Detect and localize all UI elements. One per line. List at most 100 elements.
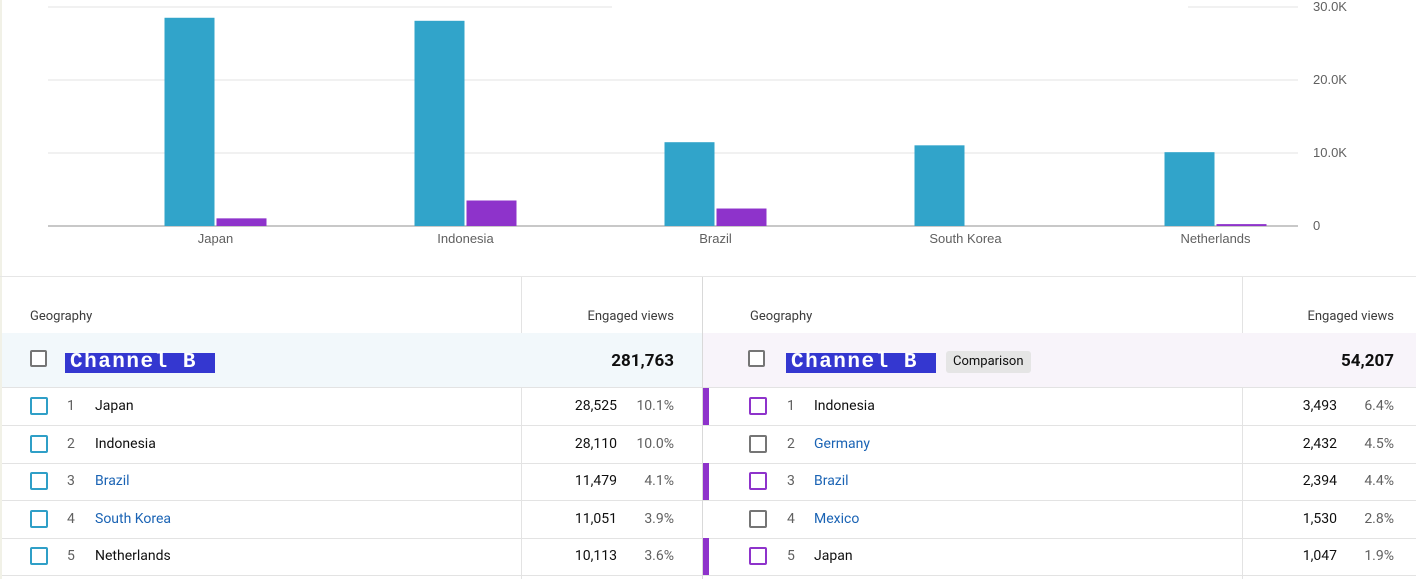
row-rank: 1 <box>67 398 75 414</box>
channel-name: Channel B <box>786 352 936 373</box>
comparison-badge: Comparison <box>946 351 1031 373</box>
table-row[interactable]: 4 South Korea 11,051 3.9% <box>2 501 702 539</box>
row-engaged-views: 1,530 <box>1302 510 1337 527</box>
row-percentage: 4.5% <box>1364 435 1394 452</box>
row-engaged-views: 2,394 <box>1302 473 1337 489</box>
row-checkbox[interactable] <box>749 434 767 453</box>
table-row[interactable]: 5 Japan 1,047 1.9% <box>703 538 1416 576</box>
row-engaged-views: 28,110 <box>574 435 617 452</box>
engaged-views-column-header[interactable]: Engaged views <box>587 309 674 324</box>
bar-primary <box>414 20 465 227</box>
row-percentage: 10.0% <box>636 435 674 452</box>
column-separator <box>1242 277 1243 579</box>
row-percentage: 10.1% <box>636 398 674 414</box>
series-color-marker <box>703 538 709 575</box>
row-engaged-views: 11,479 <box>574 473 617 489</box>
row-geography[interactable]: Brazil <box>95 473 130 489</box>
row-rank: 3 <box>787 473 795 489</box>
table-row[interactable]: 1 Indonesia 3,493 6.4% <box>703 388 1416 426</box>
column-separator <box>521 277 522 579</box>
row-percentage: 4.1% <box>644 473 674 489</box>
geography-column-header[interactable]: Geography <box>30 309 93 324</box>
row-engaged-views: 3,493 <box>1302 398 1337 414</box>
table-row[interactable]: 2 Germany 2,432 4.5% <box>703 426 1416 464</box>
row-checkbox[interactable] <box>749 509 767 528</box>
bar-primary <box>1164 152 1215 226</box>
row-engaged-views: 28,525 <box>574 398 617 414</box>
table-row[interactable]: 5 Netherlands 10,113 3.6% <box>2 538 702 576</box>
bar-comparison <box>216 218 267 226</box>
row-checkbox[interactable] <box>30 472 48 490</box>
row-checkbox[interactable] <box>30 547 48 565</box>
y-tick-label: 10.0K <box>1313 145 1347 160</box>
row-rank: 2 <box>787 435 795 452</box>
table-row[interactable]: 4 Mexico 1,530 2.8% <box>703 501 1416 539</box>
geography-column-header[interactable]: Geography <box>750 309 813 324</box>
row-geography: Indonesia <box>95 435 156 452</box>
x-tick-label: Brazil <box>699 231 732 246</box>
table-header: Geography Engaged views <box>703 277 1416 334</box>
row-rank: 5 <box>787 548 795 564</box>
table-row[interactable]: 3 Brazil 2,394 4.4% <box>703 463 1416 501</box>
row-geography[interactable]: Brazil <box>814 473 849 489</box>
table-row[interactable]: 2 Indonesia 28,110 10.0% <box>2 426 702 464</box>
x-tick-label: Indonesia <box>437 231 494 246</box>
row-rank: 1 <box>787 398 795 414</box>
row-geography: Netherlands <box>95 548 171 564</box>
table-row[interactable]: 3 Brazil 11,479 4.1% <box>2 463 702 501</box>
total-engaged-views: 54,207 <box>1341 351 1394 371</box>
x-tick-label: Netherlands <box>1180 231 1251 246</box>
x-tick-label: Japan <box>198 231 233 246</box>
row-geography[interactable]: Germany <box>814 435 870 452</box>
page-edge <box>0 0 2 579</box>
bar-primary <box>164 17 215 226</box>
bar-comparison <box>466 200 517 226</box>
total-checkbox[interactable] <box>30 350 47 367</box>
panel-separator <box>702 277 703 579</box>
row-engaged-views: 11,051 <box>574 510 617 527</box>
tables-divider <box>0 276 1416 277</box>
x-tick-label: South Korea <box>929 231 1002 246</box>
geography-bar-chart: 0 10.0K 20.0K 30.0K Japan Indonesia Brazil Sout… <box>48 0 1347 246</box>
bar-primary <box>914 145 965 226</box>
series-color-marker <box>703 388 709 425</box>
primary-geography-table: Geography Engaged views Channel B 281,76… <box>2 277 702 579</box>
row-rank: 4 <box>787 510 795 527</box>
engaged-views-column-header[interactable]: Engaged views <box>1307 309 1394 324</box>
row-percentage: 4.4% <box>1364 473 1394 489</box>
row-geography: Japan <box>95 398 134 414</box>
row-percentage: 6.4% <box>1364 398 1394 414</box>
row-rank: 3 <box>67 473 75 489</box>
table-header: Geography Engaged views <box>2 277 702 334</box>
row-geography[interactable]: South Korea <box>95 510 172 527</box>
row-checkbox[interactable] <box>30 509 48 528</box>
series-color-marker <box>703 463 709 500</box>
row-engaged-views: 10,113 <box>574 548 617 564</box>
y-tick-label: 0 <box>1313 218 1320 233</box>
row-checkbox[interactable] <box>30 397 48 415</box>
row-checkbox[interactable] <box>30 434 48 453</box>
total-engaged-views: 281,763 <box>611 351 674 371</box>
row-checkbox[interactable] <box>749 397 767 415</box>
row-geography: Japan <box>814 548 853 564</box>
row-percentage: 3.6% <box>644 548 674 564</box>
table-row[interactable]: 1 Japan 28,525 10.1% <box>2 388 702 426</box>
row-geography: Indonesia <box>814 398 875 414</box>
row-percentage: 1.9% <box>1364 548 1394 564</box>
bar-primary <box>664 142 715 226</box>
row-checkbox[interactable] <box>749 472 767 490</box>
y-tick-label: 30.0K <box>1313 0 1347 14</box>
row-engaged-views: 1,047 <box>1302 548 1337 564</box>
row-rank: 4 <box>67 510 75 527</box>
row-rank: 2 <box>67 435 75 452</box>
total-row: Channel B Comparison 54,207 <box>703 333 1416 388</box>
row-rank: 5 <box>67 548 75 564</box>
bar-comparison <box>1216 224 1267 226</box>
row-checkbox[interactable] <box>749 547 767 565</box>
total-row: Channel B 281,763 <box>2 333 702 388</box>
row-percentage: 3.9% <box>644 510 674 527</box>
row-geography[interactable]: Mexico <box>814 510 860 527</box>
bar-comparison <box>716 208 767 226</box>
row-engaged-views: 2,432 <box>1302 435 1337 452</box>
total-checkbox[interactable] <box>748 350 765 367</box>
